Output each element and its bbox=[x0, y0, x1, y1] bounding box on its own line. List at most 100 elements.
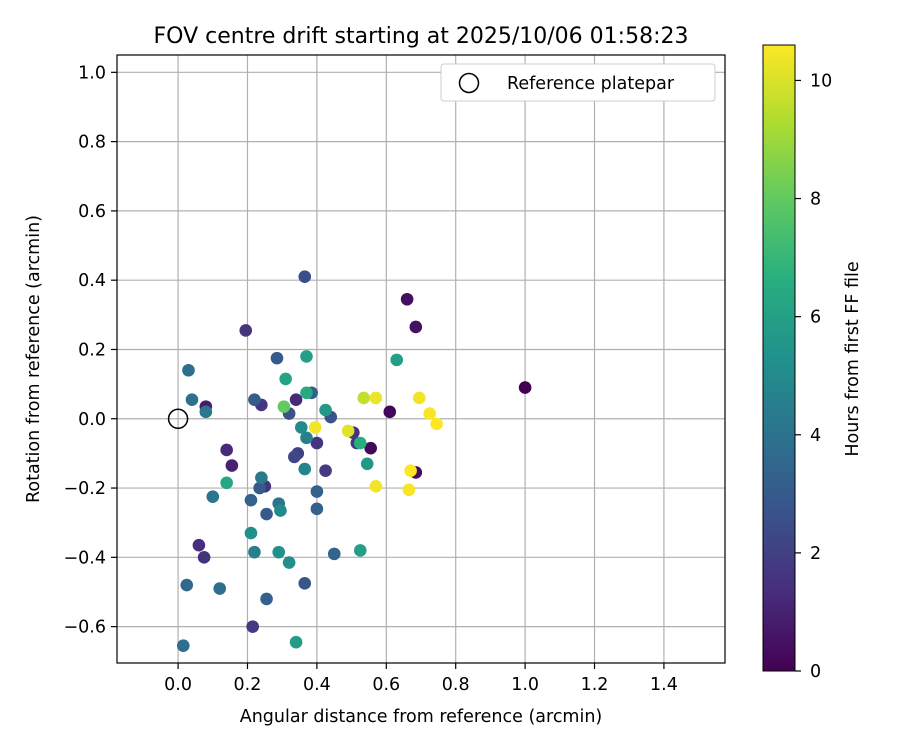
colorbar-tick-label: 2 bbox=[810, 544, 821, 564]
scatter-point bbox=[206, 490, 220, 504]
x-tick-label: 0.0 bbox=[164, 675, 192, 695]
scatter-point bbox=[220, 443, 233, 457]
scatter-point bbox=[246, 620, 259, 633]
legend-marker-icon bbox=[458, 72, 480, 94]
colorbar-ticks: 0 2 4 6 8 10 bbox=[795, 71, 832, 682]
scatter-point bbox=[353, 436, 367, 450]
scatter-point bbox=[369, 391, 383, 405]
legend: Reference platepar bbox=[440, 63, 716, 102]
scatter-point bbox=[400, 292, 414, 306]
scatter-point bbox=[409, 320, 423, 334]
scatter-point bbox=[369, 480, 383, 493]
scatter-point bbox=[272, 545, 286, 559]
scatter-point bbox=[244, 493, 258, 507]
scatter-point bbox=[402, 483, 416, 497]
colorbar: 0 2 4 6 8 10 Hours from first FF file bbox=[762, 44, 863, 682]
scatter-point bbox=[239, 324, 253, 337]
scatter-point bbox=[518, 381, 532, 394]
scatter-point bbox=[412, 391, 426, 405]
x-axis-label: Angular distance from reference (arcmin) bbox=[240, 707, 603, 727]
chart-title: FOV centre drift starting at 2025/10/06 … bbox=[154, 24, 689, 49]
scatter-point bbox=[279, 372, 292, 386]
scatter-point bbox=[244, 526, 258, 540]
grid bbox=[117, 55, 725, 663]
scatter-point bbox=[300, 431, 313, 445]
x-tick-label: 0.2 bbox=[234, 675, 262, 695]
scatter-point bbox=[308, 421, 322, 434]
scatter-point bbox=[298, 577, 312, 590]
x-tick-label: 0.8 bbox=[442, 675, 470, 695]
scatter-point bbox=[182, 363, 195, 377]
colorbar-gradient bbox=[762, 44, 796, 672]
scatter-point bbox=[327, 547, 341, 561]
y-tick-label: 0.4 bbox=[78, 271, 106, 291]
scatter-point bbox=[310, 502, 324, 516]
scatter-point bbox=[192, 538, 206, 552]
scatter-point bbox=[289, 635, 303, 649]
scatter-point bbox=[248, 545, 261, 559]
scatter-point bbox=[176, 639, 190, 652]
plot-frame bbox=[116, 54, 726, 664]
colorbar-tick-label: 0 bbox=[810, 662, 821, 682]
scatter-point bbox=[199, 405, 213, 419]
x-tick-label: 0.6 bbox=[372, 675, 400, 695]
y-tick-label: 0.2 bbox=[78, 340, 106, 360]
x-tick-label: 0.4 bbox=[303, 675, 331, 695]
scatter-point bbox=[253, 481, 266, 495]
scatter-point bbox=[423, 407, 436, 420]
x-tick-label: 1.0 bbox=[511, 675, 539, 695]
scatter-point bbox=[390, 353, 404, 367]
scatter-point bbox=[298, 462, 312, 476]
y-axis-ticks: −0.6 −0.4 −0.2 0.0 0.2 0.4 0.6 0.8 1.0 bbox=[64, 63, 117, 638]
scatter-point bbox=[360, 457, 374, 471]
y-axis-label: Rotation from reference (arcmin) bbox=[24, 215, 44, 503]
scatter-point bbox=[353, 544, 367, 557]
y-tick-label: −0.4 bbox=[64, 548, 107, 568]
colorbar-tick-label: 4 bbox=[810, 426, 821, 446]
colorbar-tick-label: 10 bbox=[810, 71, 832, 91]
scatter-point bbox=[310, 436, 324, 450]
scatter-point bbox=[404, 464, 417, 478]
scatter-point bbox=[310, 485, 324, 498]
scatter-point bbox=[260, 592, 273, 606]
colorbar-tick-label: 6 bbox=[810, 308, 821, 328]
scatter-point bbox=[185, 393, 199, 407]
y-tick-label: 0.0 bbox=[78, 410, 106, 430]
y-tick-label: 1.0 bbox=[78, 63, 106, 83]
scatter-point bbox=[260, 507, 273, 521]
scatter-point bbox=[298, 270, 312, 284]
scatter-point bbox=[255, 471, 268, 484]
legend-label: Reference platepar bbox=[507, 74, 675, 94]
scatter-point bbox=[319, 464, 332, 478]
scatter-point bbox=[288, 450, 301, 464]
scatter-point bbox=[220, 476, 233, 490]
colorbar-label: Hours from first FF file bbox=[843, 261, 863, 456]
x-axis-ticks: 0.0 0.2 0.4 0.6 0.8 1.0 1.2 1.4 bbox=[164, 663, 678, 695]
scatter-points bbox=[176, 270, 532, 652]
scatter-point bbox=[277, 400, 291, 413]
scatter-point bbox=[300, 350, 313, 363]
scatter-point bbox=[270, 351, 284, 365]
scatter-point bbox=[364, 441, 377, 455]
scatter-point bbox=[213, 582, 227, 595]
scatter-point bbox=[289, 393, 303, 407]
scatter-point bbox=[248, 393, 261, 407]
scatter-point bbox=[430, 417, 443, 431]
legend-box bbox=[440, 63, 716, 102]
scatter-point bbox=[282, 556, 296, 569]
x-tick-label: 1.4 bbox=[650, 675, 678, 695]
y-tick-label: −0.6 bbox=[64, 618, 107, 638]
scatter-point bbox=[225, 459, 239, 472]
scatter-point bbox=[357, 391, 371, 405]
scatter-point bbox=[341, 424, 355, 438]
scatter-point bbox=[274, 504, 287, 517]
colorbar-tick-label: 8 bbox=[810, 190, 821, 210]
scatter-point bbox=[319, 403, 332, 417]
y-tick-label: 0.6 bbox=[78, 202, 106, 222]
scatter-point bbox=[197, 551, 211, 564]
x-tick-label: 1.2 bbox=[581, 675, 609, 695]
y-tick-label: −0.2 bbox=[64, 479, 107, 499]
y-tick-label: 0.8 bbox=[78, 133, 106, 153]
scatter-point bbox=[294, 421, 308, 434]
